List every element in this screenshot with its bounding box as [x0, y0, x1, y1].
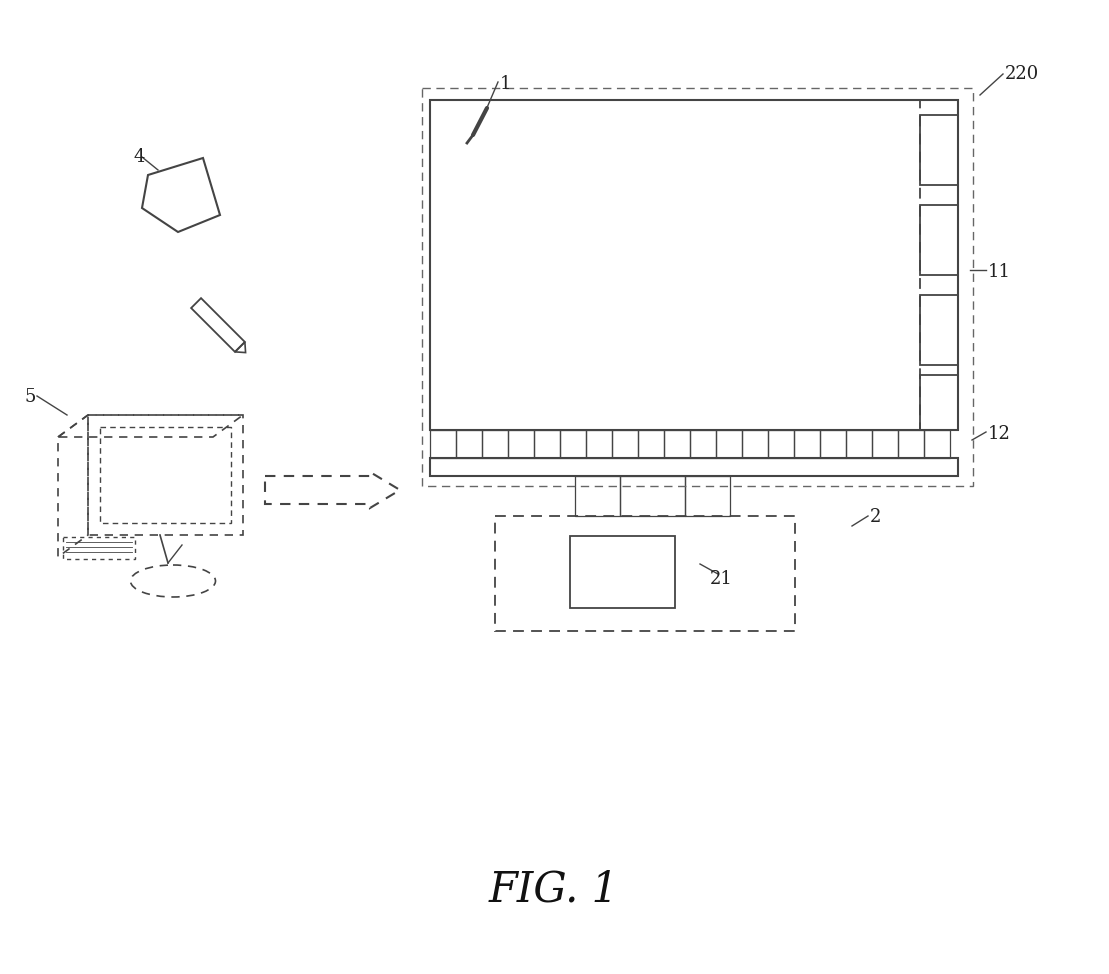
- Text: 5: 5: [26, 388, 37, 406]
- Text: 4: 4: [133, 148, 144, 166]
- Text: 2: 2: [869, 508, 882, 526]
- Text: 21: 21: [710, 570, 733, 588]
- Text: 11: 11: [988, 263, 1011, 281]
- Text: FIG. 1: FIG. 1: [489, 869, 619, 911]
- Text: 220: 220: [1005, 65, 1039, 83]
- Text: 12: 12: [988, 425, 1011, 443]
- Text: 1: 1: [500, 75, 511, 93]
